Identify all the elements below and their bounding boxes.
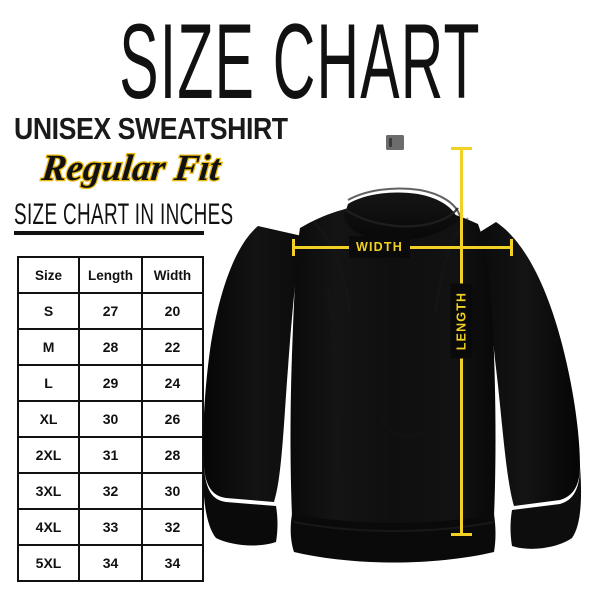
width-label: WIDTH (349, 236, 410, 258)
product-name: UNISEX SWEATSHIRT (14, 111, 288, 146)
table-row: 5XL 34 34 (16, 544, 205, 582)
cell-size: M (16, 328, 81, 366)
cell-width: 32 (140, 508, 205, 546)
sweatshirt-illustration (196, 118, 600, 586)
cell-width: 30 (140, 472, 205, 510)
cell-width: 28 (140, 436, 205, 474)
cell-width: 26 (140, 400, 205, 438)
length-guide-cap-top (451, 147, 472, 150)
table-row: 2XL 31 28 (16, 436, 205, 474)
table-row: XL 30 26 (16, 400, 205, 438)
units-label-underline (14, 231, 204, 235)
cell-size: 5XL (16, 544, 81, 582)
table-row: S 27 20 (16, 292, 205, 330)
width-guide-cap-right (510, 239, 513, 256)
cell-length: 28 (78, 328, 143, 366)
cell-size: 4XL (16, 508, 81, 546)
length-guide-cap-bottom (451, 533, 472, 536)
table-row: L 29 24 (16, 364, 205, 402)
cell-width: 24 (140, 364, 205, 402)
cell-width: 20 (140, 292, 205, 330)
column-header-length: Length (78, 256, 143, 294)
page-title: SIZE CHART (119, 2, 481, 122)
cell-length: 31 (78, 436, 143, 474)
cell-width: 22 (140, 328, 205, 366)
cell-size: 2XL (16, 436, 81, 474)
table-row: 3XL 32 30 (16, 472, 205, 510)
column-header-size: Size (16, 256, 81, 294)
cell-length: 33 (78, 508, 143, 546)
size-table: Size Length Width S 27 20 M 28 22 L 29 24 XL 30 26 2… (16, 256, 205, 582)
cell-size: XL (16, 400, 81, 438)
table-row: 4XL 33 32 (16, 508, 205, 546)
cell-length: 30 (78, 400, 143, 438)
column-header-width: Width (140, 256, 205, 294)
cell-size: 3XL (16, 472, 81, 510)
width-guide-cap-left (292, 239, 295, 256)
cell-size: S (16, 292, 81, 330)
cell-width: 34 (140, 544, 205, 582)
cell-length: 32 (78, 472, 143, 510)
cell-length: 29 (78, 364, 143, 402)
units-label: SIZE CHART IN INCHES (14, 197, 234, 231)
fit-name: Regular Fit (39, 147, 224, 191)
cell-length: 27 (78, 292, 143, 330)
cell-length: 34 (78, 544, 143, 582)
length-label: LENGTH (450, 283, 473, 359)
table-header-row: Size Length Width (16, 256, 205, 294)
cell-size: L (16, 364, 81, 402)
table-row: M 28 22 (16, 328, 205, 366)
